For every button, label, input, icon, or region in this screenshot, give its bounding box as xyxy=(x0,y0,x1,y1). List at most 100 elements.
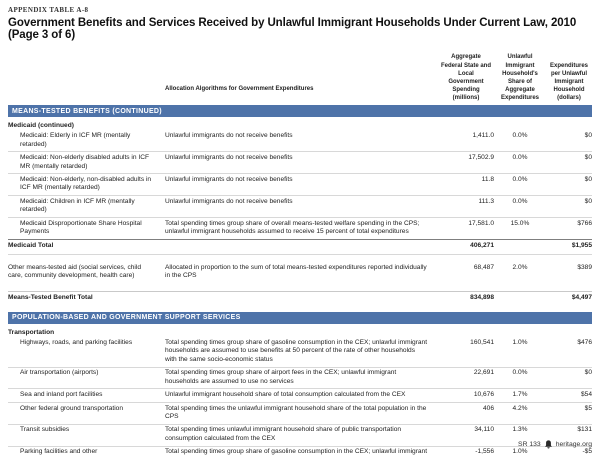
dollars-cell: $0 xyxy=(584,154,592,162)
allocation-cell: Total spending times unlawful immigrant … xyxy=(165,426,402,442)
share-cell: 4.2% xyxy=(512,404,528,412)
spending-cell: 17,581.0 xyxy=(468,219,494,227)
program-cell: Medicaid Disproportionate Share Hospital… xyxy=(20,219,142,236)
spending-cell: 10,676 xyxy=(473,391,494,399)
table-row: Air transportation (airports) Total spend… xyxy=(8,368,592,390)
table-row: Transit subsidies Total spending times un… xyxy=(8,425,592,447)
page-footer: SR 133 heritage.org xyxy=(518,440,592,449)
spending-cell: -1,556 xyxy=(475,448,494,456)
dollars-cell: -$5 xyxy=(582,448,592,456)
program-cell: Other federal ground transportation xyxy=(20,404,123,412)
dollars-cell: $0 xyxy=(584,197,592,205)
group-label: Medicaid (continued) xyxy=(8,122,74,129)
spending-cell: 11.8 xyxy=(481,176,494,184)
allocation-cell xyxy=(158,240,438,254)
share-cell: 1.0% xyxy=(512,448,528,456)
allocation-cell: Unlawful immigrants do not receive benef… xyxy=(165,176,293,184)
table-row: Sea and inland port facilities Unlawful i… xyxy=(8,389,592,403)
dollars-cell: $4,497 xyxy=(571,294,592,302)
column-header-row: Allocation Algorithms for Government Exp… xyxy=(8,43,592,105)
program-cell: Medicaid: Children in ICF MR (mentally r… xyxy=(20,197,135,214)
report-number: SR 133 xyxy=(518,441,541,448)
table-row: Medicaid: Non-elderly disabled adults in… xyxy=(8,152,592,175)
dollars-cell: $766 xyxy=(577,219,592,227)
allocation-cell: Unlawful immigrants do not receive benef… xyxy=(165,132,293,140)
spending-cell: 1,411.0 xyxy=(472,132,494,140)
share-cell: 1.0% xyxy=(512,339,528,347)
heritage-url: heritage.org xyxy=(555,441,592,448)
share-cell: 1.7% xyxy=(512,391,528,399)
dollars-cell: $476 xyxy=(577,339,592,347)
program-cell: Other means-tested aid (social services,… xyxy=(8,263,142,280)
group-label: Transportation xyxy=(8,328,55,336)
share-cell: 0.0% xyxy=(512,176,528,184)
dollars-cell: $5 xyxy=(584,404,592,412)
heritage-liberty-bell-icon xyxy=(544,440,553,449)
col-header-per-household: Expenditures per Unlawful Immigrant Hous… xyxy=(549,62,588,101)
spending-cell: 406 xyxy=(482,404,494,412)
program-cell: Parking facilities and other xyxy=(20,448,98,456)
section-band: POPULATION-BASED AND GOVERNMENT SUPPORT … xyxy=(8,311,592,324)
table-row: Medicaid: Children in ICF MR (mentally r… xyxy=(8,196,592,218)
spending-cell: 22,691 xyxy=(473,369,494,377)
spending-cell: 68,487 xyxy=(473,263,494,271)
allocation-cell: Unlawful immigrant household share of to… xyxy=(165,391,406,399)
allocation-cell: Unlawful immigrants do not receive benef… xyxy=(165,197,293,205)
dollars-cell: $0 xyxy=(584,176,592,184)
page-title: Government Benefits and Services Receive… xyxy=(8,17,577,41)
program-cell: Air transportation (airports) xyxy=(20,369,99,377)
spending-cell: 834,898 xyxy=(470,294,494,302)
program-cell: Sea and inland port facilities xyxy=(20,391,103,399)
allocation-cell: Total spending times group share of airp… xyxy=(165,369,397,385)
program-cell: Medicaid: Non-elderly disabled adults in… xyxy=(20,154,150,170)
dollars-cell: $1,955 xyxy=(571,242,592,250)
table-row: Medicaid: Non-elderly, non-disabled adul… xyxy=(8,174,592,197)
col-header-share: Unlawful Immigrant Household's Share of … xyxy=(500,54,539,101)
share-cell xyxy=(494,240,546,254)
allocation-cell: Allocated in proportion to the sum of to… xyxy=(165,263,427,280)
program-cell: Means-Tested Benefit Total xyxy=(8,294,93,302)
share-cell: 0.0% xyxy=(512,197,528,205)
col-header-aggregate-spending: Aggregate Federal State and Local Govern… xyxy=(440,54,491,101)
table-row: Means-Tested Benefit Total 834,898 $4,497 xyxy=(8,290,592,306)
allocation-cell xyxy=(158,292,438,306)
table-row: Medicaid Total 406,271 $1,955 xyxy=(8,238,592,255)
share-cell: 2.0% xyxy=(512,263,528,271)
spending-cell: 111.3 xyxy=(478,197,494,205)
col-header-allocation: Allocation Algorithms for Government Exp… xyxy=(165,85,314,92)
share-cell: 15.0% xyxy=(510,219,530,227)
allocation-cell: Unlawful immigrants do not receive benef… xyxy=(165,154,293,162)
section-band: MEANS-TESTED BENEFITS (CONTINUED) xyxy=(8,105,592,117)
table-row: Medicaid: Elderly in ICF MR (mentally re… xyxy=(8,131,592,153)
share-cell: 0.0% xyxy=(512,154,528,162)
program-cell: Medicaid Total xyxy=(8,242,54,250)
allocation-cell: Total spending times group share of over… xyxy=(165,219,420,236)
spending-cell: 160,541 xyxy=(470,339,494,347)
share-cell xyxy=(494,292,546,306)
benefits-table: MEANS-TESTED BENEFITS (CONTINUED) Medicai… xyxy=(8,105,592,457)
dollars-cell: $131 xyxy=(577,426,592,434)
table-row: Highways, roads, and parking facilities T… xyxy=(8,337,592,368)
share-cell: 1.3% xyxy=(512,426,528,434)
spending-cell: 17,502.9 xyxy=(468,154,494,162)
share-cell: 0.0% xyxy=(512,132,528,140)
appendix-table-label: APPENDIX TABLE A-8 xyxy=(8,6,89,14)
program-cell: Medicaid: Elderly in ICF MR (mentally re… xyxy=(20,132,131,148)
allocation-cell: Total spending times group share of gaso… xyxy=(165,448,428,457)
table-row: Parking facilities and other Total spendi… xyxy=(8,447,592,457)
spending-cell: 406,271 xyxy=(470,242,494,250)
allocation-cell: Total spending times the unlawful immigr… xyxy=(165,404,427,421)
program-cell: Medicaid: Non-elderly, non-disabled adul… xyxy=(20,176,152,192)
dollars-cell: $0 xyxy=(584,132,592,140)
table-row: Other federal ground transportation Total… xyxy=(8,403,592,425)
table-row: Other means-tested aid (social services,… xyxy=(8,262,592,283)
table-row: Medicaid Disproportionate Share Hospital… xyxy=(8,218,592,239)
share-cell: 0.0% xyxy=(512,369,528,377)
dollars-cell: $0 xyxy=(584,369,592,377)
dollars-cell: $389 xyxy=(577,263,592,271)
dollars-cell: $54 xyxy=(580,391,592,399)
allocation-cell: Total spending times group share of gaso… xyxy=(165,339,428,363)
spending-cell: 34,110 xyxy=(474,426,494,434)
program-cell: Transit subsidies xyxy=(20,426,70,434)
